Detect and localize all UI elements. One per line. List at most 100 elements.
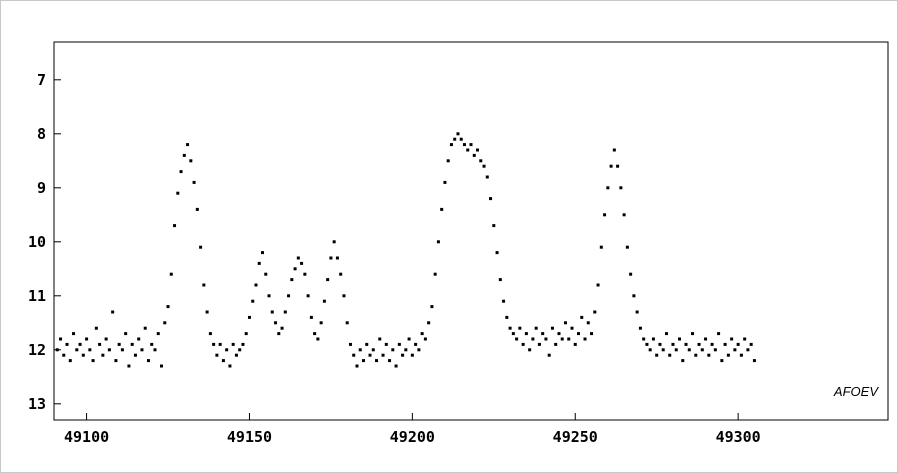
data-point <box>153 348 157 352</box>
data-point <box>489 197 493 201</box>
data-point <box>189 159 193 163</box>
data-point <box>717 332 721 336</box>
data-point <box>678 337 681 341</box>
data-point <box>303 272 307 276</box>
data-point <box>127 364 131 368</box>
data-point <box>436 240 440 244</box>
watermark-label: AFOEV <box>833 384 879 399</box>
data-point <box>700 348 704 352</box>
data-point <box>375 359 379 363</box>
data-point <box>81 353 85 357</box>
data-point <box>388 359 392 363</box>
data-point <box>85 337 89 341</box>
data-point <box>72 332 76 336</box>
data-point <box>355 364 359 368</box>
data-point <box>655 353 659 357</box>
data-point <box>684 342 688 346</box>
data-point <box>228 364 232 368</box>
data-point <box>329 256 333 260</box>
data-point <box>681 359 685 363</box>
data-point <box>476 148 480 152</box>
data-point <box>195 207 199 211</box>
data-point <box>146 359 150 363</box>
data-point <box>241 342 245 346</box>
data-point <box>111 310 115 314</box>
data-point <box>749 342 753 346</box>
x-tick-label: 49150 <box>227 428 272 446</box>
data-points <box>55 132 756 368</box>
data-point <box>169 272 173 276</box>
data-point <box>208 332 212 336</box>
data-point <box>492 224 496 228</box>
data-point <box>205 310 209 314</box>
data-point <box>358 348 362 352</box>
plot-area <box>53 41 889 421</box>
data-point <box>91 359 95 363</box>
data-point <box>75 348 79 352</box>
data-point <box>599 245 603 249</box>
data-point <box>515 337 519 341</box>
data-point <box>674 348 678 352</box>
data-point <box>583 337 587 341</box>
data-point <box>166 305 170 309</box>
data-point <box>645 342 649 346</box>
data-point <box>267 294 271 298</box>
data-point <box>316 337 320 341</box>
data-point <box>309 315 313 319</box>
data-point <box>361 359 365 363</box>
data-point <box>687 348 691 352</box>
data-point <box>466 148 470 152</box>
data-point <box>202 283 206 287</box>
data-point <box>293 267 297 271</box>
data-point <box>453 137 457 141</box>
data-point <box>391 348 395 352</box>
data-point <box>104 337 108 341</box>
y-tick-label: 13 <box>28 395 46 413</box>
data-point <box>251 299 255 303</box>
data-point <box>704 337 708 341</box>
data-point <box>335 256 339 260</box>
data-point <box>342 294 346 298</box>
data-point <box>733 348 737 352</box>
data-point <box>554 342 558 346</box>
data-point <box>485 175 489 179</box>
data-point <box>130 342 134 346</box>
data-point <box>603 213 607 217</box>
data-point <box>212 342 216 346</box>
data-point <box>332 240 336 244</box>
data-point <box>140 348 144 352</box>
data-point <box>156 332 160 336</box>
data-point <box>257 261 261 265</box>
data-point <box>730 337 734 341</box>
data-point <box>287 294 291 298</box>
data-point <box>352 353 356 357</box>
data-point <box>296 256 300 260</box>
data-point <box>528 348 532 352</box>
data-point <box>462 143 466 147</box>
data-point <box>368 353 372 357</box>
data-point <box>182 153 186 157</box>
data-point <box>133 353 137 357</box>
data-point <box>746 348 750 352</box>
data-point <box>300 261 304 265</box>
data-point <box>586 321 590 325</box>
data-point <box>160 364 164 368</box>
data-point <box>570 326 574 330</box>
data-point <box>98 342 102 346</box>
data-point <box>88 348 92 352</box>
data-point <box>596 283 600 287</box>
data-point <box>642 337 646 341</box>
data-point <box>541 332 545 336</box>
data-point <box>511 332 515 336</box>
data-point <box>107 348 111 352</box>
data-point <box>707 353 711 357</box>
data-point <box>199 245 203 249</box>
data-point <box>270 310 274 314</box>
x-tick-label: 49300 <box>716 428 761 446</box>
data-point <box>635 310 639 314</box>
data-point <box>560 337 564 341</box>
data-point <box>658 342 662 346</box>
data-point <box>648 348 652 352</box>
data-point <box>404 348 408 352</box>
data-point <box>179 170 183 174</box>
